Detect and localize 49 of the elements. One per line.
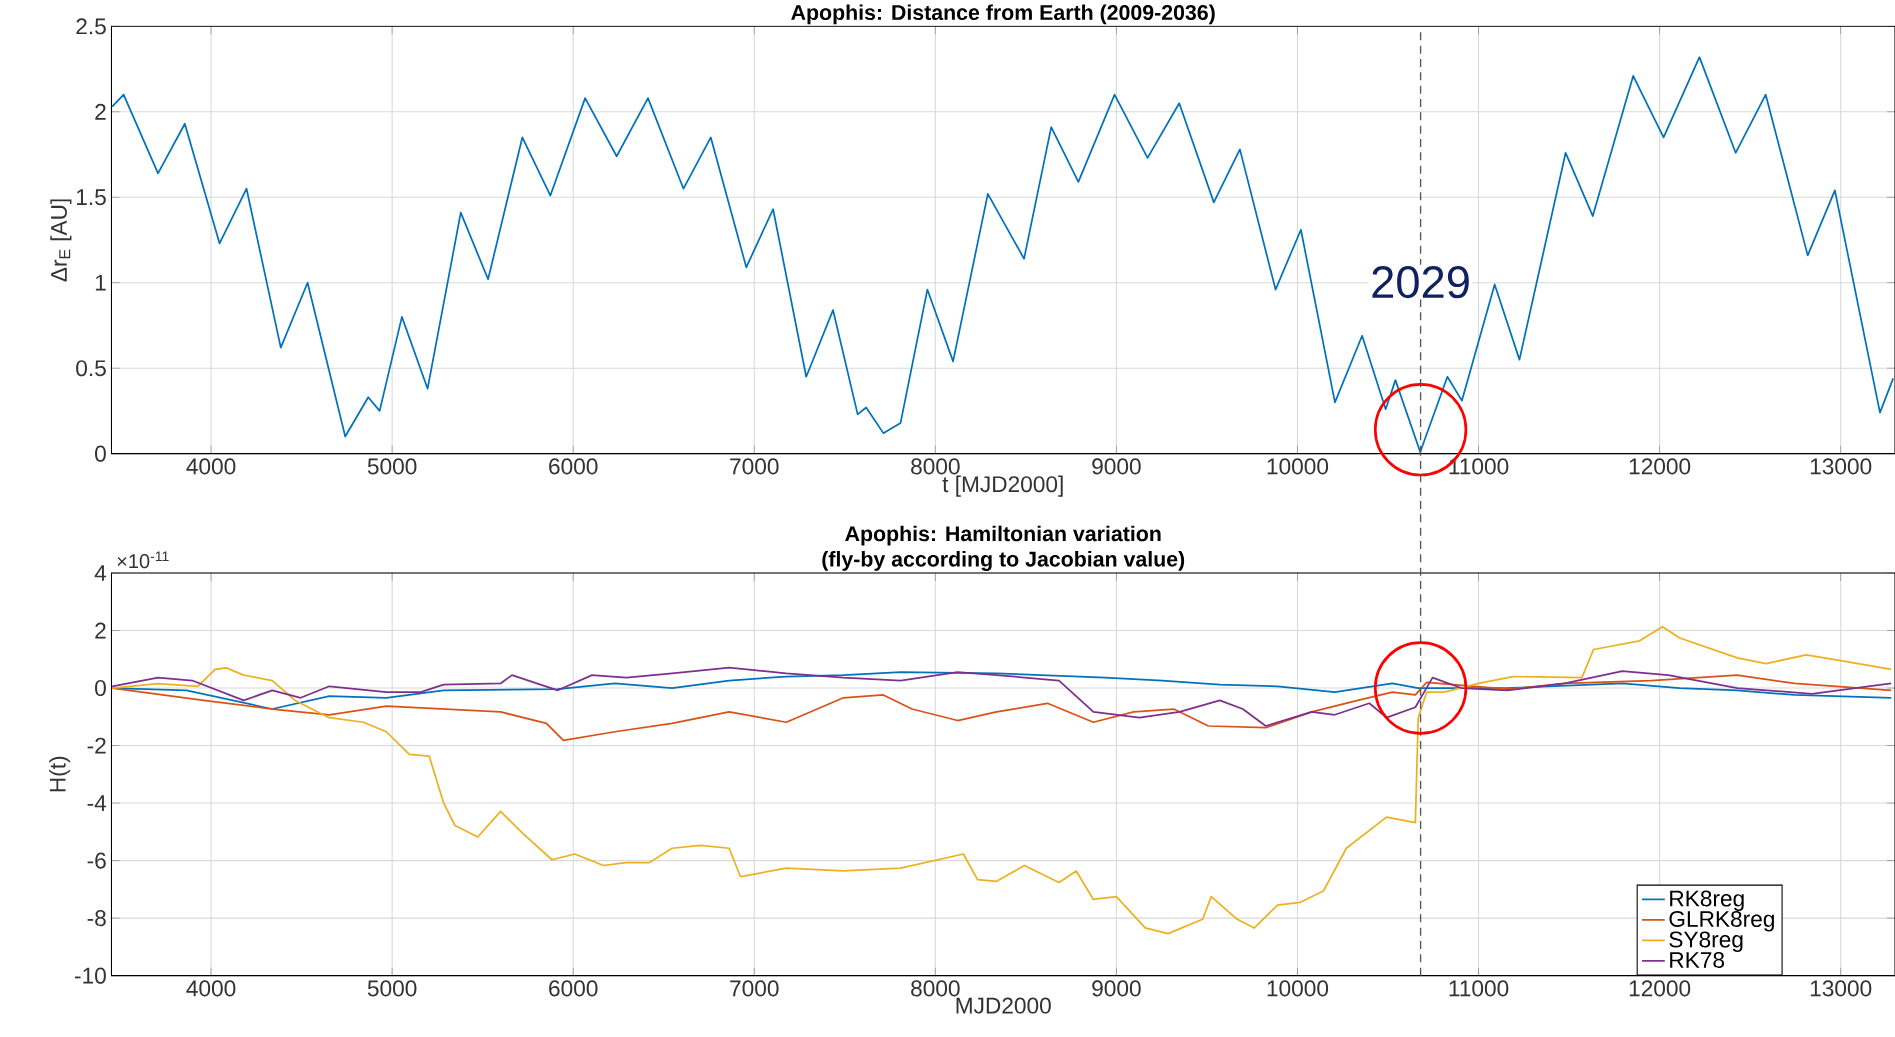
legend-label: SY8reg <box>1669 931 1743 952</box>
x-tick-label: 7000 <box>730 458 779 475</box>
y-tick-label: 0 <box>95 680 106 697</box>
x-tick-label: 12000 <box>1629 980 1691 997</box>
legend-label: RK78 <box>1670 951 1725 969</box>
chart-subtitle: (fly-by according to Jacobian value) <box>822 550 1185 571</box>
y-tick-label: 0.5 <box>76 360 106 377</box>
x-tick-label: 4000 <box>186 458 236 475</box>
y-tick-label: 1.5 <box>76 189 106 206</box>
y-tick-label: 4 <box>94 565 107 581</box>
x-tick-label: 10000 <box>1267 980 1329 997</box>
y-tick-label: -8 <box>87 910 106 927</box>
x-tick-label: 5000 <box>367 458 417 475</box>
x-tick-label: 11000 <box>1449 458 1509 475</box>
x-tick-label: 8000 <box>911 458 960 475</box>
line-series <box>111 56 1895 453</box>
y-axis-title: Δr$_{E}$ [AU] <box>50 199 72 282</box>
x-tick-label: 10000 <box>1267 458 1329 475</box>
x-tick-label: 8000 <box>911 980 960 997</box>
x-tick-label: 13000 <box>1810 458 1872 475</box>
line-series <box>111 666 1893 727</box>
x-tick-label: 11000 <box>1449 980 1509 997</box>
x-tick-label: 5000 <box>367 980 417 997</box>
y-tick-label: 2.5 <box>76 18 106 35</box>
y-tick-label: 0 <box>95 445 106 462</box>
x-axis-title: MJD2000 <box>956 997 1051 1014</box>
chart-title: Apophis: Hamiltonian variation <box>845 525 1161 546</box>
x-tick-label: 7000 <box>730 980 779 997</box>
y-tick-label: -6 <box>87 852 106 869</box>
x-tick-label: 9000 <box>1092 980 1141 997</box>
y-tick-label: 2 <box>95 622 106 639</box>
annotation: 2029 <box>1372 266 1469 299</box>
x-axis-title: t [MJD2000] <box>942 475 1063 497</box>
x-tick-label: 12000 <box>1629 458 1691 475</box>
x-tick-label: 9000 <box>1092 458 1141 475</box>
y-tick-label: 1 <box>95 274 106 291</box>
y-tick-label: -2 <box>87 737 106 754</box>
y-tick-label: -4 <box>87 795 107 811</box>
y-tick-label: -10 <box>75 967 106 984</box>
y-axis-title: H(t) <box>49 756 71 792</box>
x-tick-label: 6000 <box>549 980 598 997</box>
x-tick-label: 6000 <box>549 458 598 475</box>
chart-title: Apophis: Distance from Earth (2009-2036) <box>791 4 1215 25</box>
legend-label: RK8reg <box>1670 890 1744 912</box>
y-tick-label: 2 <box>95 103 106 120</box>
x-tick-label: 4000 <box>186 980 236 997</box>
x-tick-label: 13000 <box>1810 980 1872 997</box>
text: ×10$^{-11}$ <box>117 551 169 569</box>
legend-label: GLRK8reg <box>1669 910 1774 932</box>
